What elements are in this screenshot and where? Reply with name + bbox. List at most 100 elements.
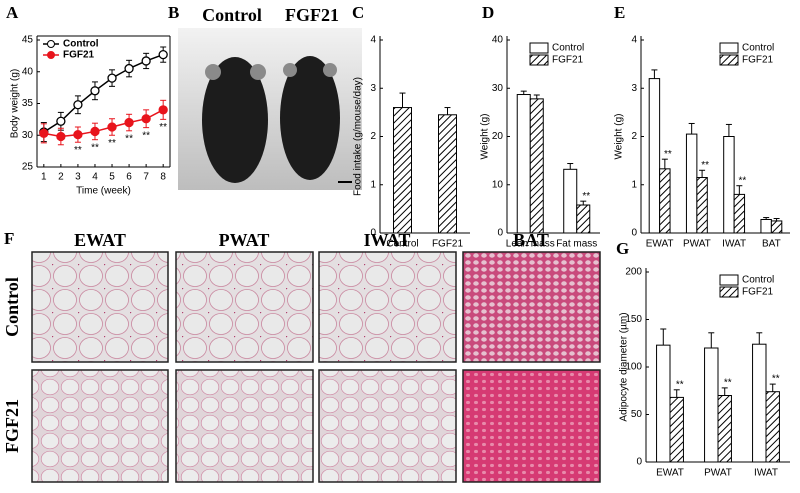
bar <box>752 343 767 463</box>
bar <box>529 98 544 234</box>
bar <box>669 396 684 463</box>
legend-label: FGF21 <box>742 287 774 298</box>
marker <box>107 122 117 132</box>
legend-label: FGF21 <box>552 55 584 66</box>
legend-label: Control <box>63 39 99 50</box>
x-tick-label: 2 <box>58 172 64 183</box>
x-tick-label: Control <box>386 239 418 250</box>
column-label: EWAT <box>74 230 126 250</box>
marker <box>56 116 66 126</box>
marker <box>124 63 134 74</box>
photo-panel: B Control FGF21 <box>168 3 362 190</box>
marker <box>141 114 151 124</box>
legend-swatch <box>529 42 549 54</box>
x-tick-label: 3 <box>75 172 81 183</box>
significance: ** <box>701 160 709 171</box>
marker <box>90 86 100 96</box>
x-tick-label: PWAT <box>704 468 732 479</box>
histology-panel: F EWAT PWAT IWAT BAT Control FGF21 <box>2 229 601 483</box>
y-axis-label: Body weight (g) <box>10 69 21 138</box>
x-tick-label: 5 <box>109 172 115 183</box>
x-tick-label: 6 <box>126 172 132 183</box>
marker <box>90 126 100 137</box>
bar <box>770 220 783 234</box>
y-axis-label: Weight (g) <box>614 114 625 160</box>
bar <box>696 177 708 234</box>
x-tick-label: IWAT <box>722 239 746 250</box>
bar <box>659 168 671 234</box>
legend-swatch <box>719 286 739 298</box>
y-tick-label: 35 <box>22 98 34 109</box>
marker <box>56 131 66 142</box>
micrograph <box>31 251 169 363</box>
significance: ** <box>142 130 150 141</box>
x-tick-label: EWAT <box>656 468 684 479</box>
legend-swatch <box>529 54 549 66</box>
marker <box>107 73 117 83</box>
panel-letter: G <box>616 239 629 258</box>
significance: ** <box>108 138 116 149</box>
panel-letter: F <box>4 229 14 248</box>
bar <box>563 168 578 234</box>
bar <box>760 218 772 234</box>
legend-label: Control <box>742 275 774 286</box>
y-tick-label: 4 <box>631 35 637 46</box>
bar <box>576 204 591 234</box>
micrograph <box>175 369 314 483</box>
significance: ** <box>772 374 780 385</box>
legend-marker <box>47 40 55 48</box>
y-axis-label: Weight (g) <box>480 114 491 160</box>
significance: ** <box>582 191 590 202</box>
y-tick-label: 4 <box>370 35 376 46</box>
x-tick-label: Fat mass <box>556 239 597 250</box>
significance: ** <box>664 149 672 160</box>
y-tick-label: 100 <box>625 362 642 373</box>
y-tick-label: 10 <box>492 179 504 190</box>
panel-letter: C <box>352 3 364 22</box>
marker <box>158 105 168 115</box>
column-label: BAT <box>513 230 549 250</box>
legend-label: FGF21 <box>63 50 95 61</box>
micrograph <box>175 251 314 363</box>
bar <box>704 347 719 463</box>
y-tick-label: 200 <box>625 267 642 278</box>
x-tick-label: PWAT <box>683 239 711 250</box>
y-tick-label: 20 <box>492 131 504 142</box>
legend-label: Control <box>552 43 584 54</box>
x-tick-label: EWAT <box>646 239 674 250</box>
bar <box>733 193 746 234</box>
y-tick-label: 40 <box>22 66 34 77</box>
y-tick-label: 3 <box>370 83 376 94</box>
legend-swatch <box>719 42 739 54</box>
bar <box>516 94 531 234</box>
marker <box>124 117 134 128</box>
x-tick-label: 1 <box>41 172 47 183</box>
legend-label: FGF21 <box>742 55 774 66</box>
y-tick-label: 0 <box>497 228 503 239</box>
marker <box>158 49 168 60</box>
x-tick-label: 4 <box>92 172 98 183</box>
y-tick-label: 1 <box>370 179 376 190</box>
ear <box>250 64 266 80</box>
y-tick-label: 3 <box>631 83 637 94</box>
mouse <box>202 57 268 183</box>
row-label: FGF21 <box>2 399 22 453</box>
x-tick-label: 8 <box>160 172 166 183</box>
y-tick-label: 50 <box>631 409 643 420</box>
y-axis-label: Adipocyte diameter (µm) <box>619 312 630 421</box>
panel-letter: E <box>614 3 625 22</box>
bar <box>723 136 735 234</box>
legend-swatch <box>719 54 739 66</box>
column-label: PWAT <box>219 230 270 250</box>
significance: ** <box>738 175 746 186</box>
micrograph <box>318 251 457 363</box>
marker <box>73 129 83 140</box>
y-tick-label: 2 <box>370 131 376 142</box>
x-tick-label: FGF21 <box>432 239 464 250</box>
x-axis-label: Time (week) <box>76 186 131 197</box>
bar <box>438 114 457 234</box>
marker <box>141 56 151 66</box>
y-axis-label: Food intake (g/mouse/day) <box>353 77 364 196</box>
panel-letter: D <box>482 3 494 22</box>
